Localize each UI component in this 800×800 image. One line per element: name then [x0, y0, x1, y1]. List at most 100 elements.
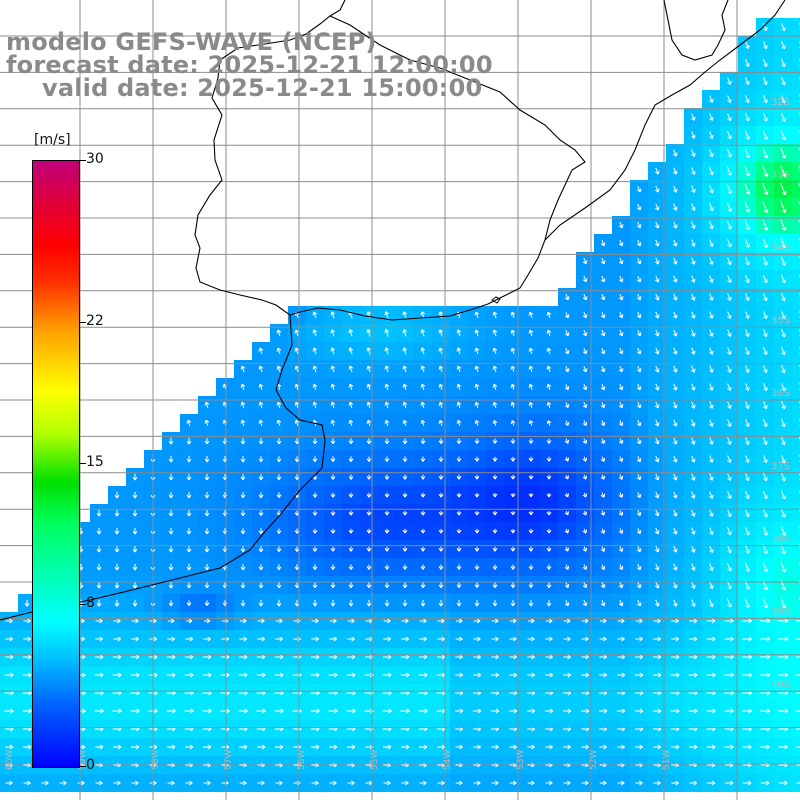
wind-arrow: [492, 564, 498, 570]
wind-arrow: [348, 528, 354, 534]
wind-arrow: [763, 347, 768, 356]
wind-arrow: [276, 546, 282, 552]
wind-arrow: [762, 598, 769, 609]
wind-arrow: [744, 183, 751, 195]
wind-arrow: [203, 636, 211, 642]
wind-arrow: [204, 492, 210, 499]
wind-arrow: [745, 473, 750, 482]
wind-arrow: [527, 708, 536, 714]
wind-arrow: [742, 708, 752, 714]
wind-arrow: [546, 528, 552, 534]
wind-arrow: [474, 474, 480, 480]
wind-arrow: [691, 545, 696, 553]
wind-arrow: [780, 562, 787, 573]
wind-arrow: [781, 23, 786, 32]
wind-arrow: [546, 564, 552, 570]
wind-arrow: [653, 780, 661, 786]
wind-arrow: [202, 708, 212, 714]
wind-arrow: [709, 437, 714, 445]
wind-arrow: [384, 419, 390, 426]
wind-arrow: [673, 293, 678, 301]
wind-arrow: [726, 562, 732, 572]
wind-arrow: [383, 618, 391, 624]
wind-arrow: [691, 167, 696, 175]
wind-arrow: [654, 491, 660, 499]
wind-arrow: [564, 546, 570, 552]
wind-arrow: [438, 528, 444, 534]
wind-arrow: [691, 221, 696, 229]
wind-arrow: [95, 744, 104, 750]
wind-arrow: [474, 347, 480, 355]
wind-arrow: [132, 491, 138, 499]
lat-label: 36S: [771, 388, 790, 399]
wind-arrow: [402, 311, 408, 319]
lat-label: 32S: [771, 97, 790, 108]
wind-arrow: [509, 672, 518, 678]
wind-arrow: [384, 438, 390, 445]
wind-arrow: [186, 474, 192, 481]
wind-arrow: [724, 672, 734, 678]
wind-arrow: [294, 365, 300, 373]
wind-arrow: [727, 95, 732, 104]
wind-arrow: [276, 564, 282, 571]
wind-arrow: [709, 545, 714, 554]
wind-arrow: [492, 438, 498, 444]
wind-arrow: [366, 528, 372, 534]
wind-arrow: [402, 582, 408, 589]
wind-arrow: [600, 528, 606, 534]
wind-arrow: [581, 708, 590, 714]
wind-arrow: [510, 347, 516, 355]
wind-arrow: [438, 582, 444, 589]
wind-arrow: [655, 599, 660, 607]
colorbar-tick: [80, 463, 86, 464]
wind-arrow: [636, 257, 642, 265]
wind-arrow: [168, 437, 174, 445]
wind-arrow: [510, 474, 516, 480]
wind-arrow: [671, 780, 679, 786]
wind-arrow: [258, 438, 264, 445]
wind-arrow: [114, 581, 120, 589]
wind-arrow: [23, 780, 31, 786]
wind-arrow: [348, 456, 354, 462]
wind-arrow: [276, 329, 282, 337]
wind-arrow: [673, 563, 678, 571]
wind-arrow: [96, 527, 102, 535]
wind-arrow: [5, 618, 13, 624]
wind-arrow: [509, 744, 517, 750]
wind-arrow: [4, 654, 14, 660]
colorbar-tick: [80, 160, 86, 161]
wind-arrow: [257, 618, 265, 624]
wind-arrow: [706, 636, 716, 642]
wind-arrow: [781, 292, 786, 302]
wind-arrow: [348, 438, 354, 445]
wind-arrow: [510, 329, 516, 337]
wind-arrow: [347, 654, 356, 660]
wind-arrow: [727, 455, 732, 463]
wind-arrow: [781, 59, 786, 68]
wind-arrow: [795, 674, 800, 676]
wind-arrow: [744, 562, 750, 572]
wind-arrow: [706, 618, 716, 624]
wind-arrow: [311, 618, 319, 624]
wind-arrow: [402, 401, 408, 408]
wind-arrow: [132, 509, 138, 517]
wind-arrow: [617, 636, 625, 642]
wind-arrow: [727, 113, 732, 122]
wind-arrow: [347, 636, 355, 642]
wind-arrow: [59, 780, 67, 786]
wind-arrow: [456, 492, 462, 498]
wind-arrow: [762, 508, 768, 518]
wind-arrow: [564, 402, 570, 409]
wind-arrow: [312, 528, 318, 534]
wind-arrow: [510, 383, 516, 390]
wind-arrow: [673, 509, 678, 517]
wind-cell: [792, 738, 800, 756]
wind-arrow: [348, 365, 354, 373]
wind-arrow: [636, 203, 642, 211]
wind-arrow: [618, 239, 624, 247]
wind-arrow: [563, 780, 571, 786]
lat-label: 33S: [771, 170, 790, 181]
wind-arrow: [186, 563, 192, 571]
wind-arrow: [258, 492, 264, 499]
